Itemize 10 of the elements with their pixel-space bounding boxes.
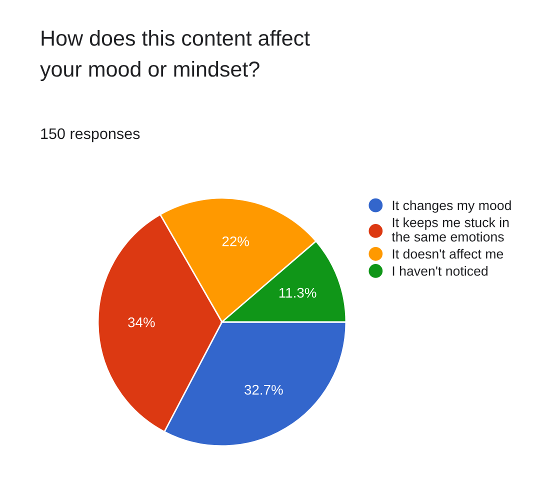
legend-label: It keeps me stuck in the same emotions (392, 217, 509, 242)
legend-label: I haven't noticed (392, 266, 488, 276)
data-label: 34% (128, 317, 155, 328)
legend-label: It doesn't affect me (392, 248, 504, 259)
data-label: 11.3% (279, 288, 316, 298)
chart-subtitle: 150 responses (41, 128, 140, 142)
data-label: 32.7% (244, 384, 283, 395)
chart-title: How does this content affect your mood or mindset? (40, 30, 310, 82)
data-label: 22% (222, 236, 250, 246)
legend-label: It changes my mood (392, 200, 511, 213)
